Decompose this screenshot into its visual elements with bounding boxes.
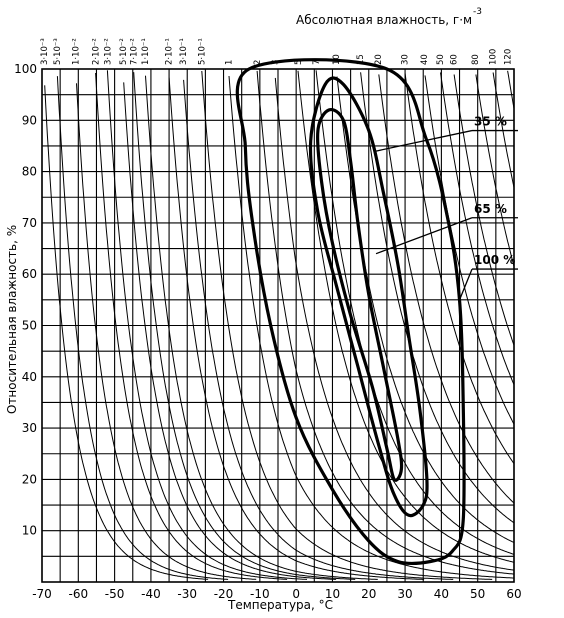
x-tick-labels: -70 -60 -50 -40 -30 -20 -10 0 10 20 30 40 50 60 — [32, 587, 521, 601]
absolute-humidity-tick-label: 7·10⁻² — [130, 38, 140, 65]
y-tick-label: 30 — [22, 421, 37, 435]
x-axis-label: Температура, °C — [227, 598, 333, 612]
x-tick-label: -50 — [105, 587, 125, 601]
absolute-humidity-tick-label: 5·10⁻¹ — [198, 38, 208, 65]
x-tick-label: -60 — [69, 587, 89, 601]
x-tick-label: 20 — [361, 587, 376, 601]
absolute-humidity-tick-label: 100 — [489, 49, 499, 65]
absolute-humidity-tick-label: 1·10⁻¹ — [141, 38, 151, 65]
absolute-humidity-tick-label: 50 — [436, 54, 446, 65]
chart-title: Абсолютная влажность, г·м — [296, 13, 472, 27]
annotation-leader — [375, 129, 473, 152]
absolute-humidity-line — [492, 72, 515, 188]
absolute-humidity-line — [123, 82, 337, 580]
absolute-humidity-tick-label: 5 — [294, 60, 304, 65]
x-tick-label: 30 — [397, 587, 412, 601]
absolute-humidity-tick-labels: 3·10⁻³ 5·10⁻³ 1·10⁻² 2·10⁻² 3·10⁻² 5·10⁻² 7·10… — [40, 38, 514, 65]
absolute-humidity-tick-label: 120 — [503, 49, 513, 65]
x-tick-label: 0 — [292, 587, 300, 601]
absolute-humidity-line — [297, 70, 515, 563]
x-tick-label: -10 — [250, 587, 270, 601]
y-tick-label: 80 — [22, 165, 37, 179]
absolute-humidity-line — [133, 72, 356, 580]
absolute-humidity-tick-label: 15 — [356, 54, 366, 65]
absolute-humidity-line — [183, 79, 454, 580]
absolute-humidity-tick-label: 5·10⁻² — [119, 38, 129, 65]
absolute-humidity-tick-label: 2·10⁻¹ — [165, 38, 175, 65]
y-tick-label: 100 — [14, 62, 37, 76]
absolute-humidity-tick-label: 40 — [420, 54, 430, 65]
absolute-humidity-line — [378, 74, 515, 504]
x-tick-label: 40 — [434, 587, 449, 601]
x-tick-label: -40 — [141, 587, 161, 601]
absolute-humidity-tick-label: 10 — [332, 54, 342, 65]
x-tick-label: -20 — [214, 587, 234, 601]
absolute-humidity-tick-label: 5·10⁻³ — [53, 38, 63, 65]
absolute-humidity-tick-label: 3·10⁻³ — [40, 38, 50, 65]
absolute-humidity-tick-label: 20 — [374, 54, 384, 65]
series-contour — [235, 58, 466, 566]
absolute-humidity-tick-label: 80 — [471, 54, 481, 65]
absolute-humidity-line — [315, 70, 515, 555]
chart-title-superscript: -3 — [473, 7, 482, 17]
annotation-label: 65 % — [474, 202, 507, 216]
absolute-humidity-line — [256, 70, 515, 575]
series-annotations: 35 % 65 % 100 % — [375, 115, 518, 301]
absolute-humidity-line — [145, 75, 378, 580]
annotation-label: 35 % — [474, 115, 507, 129]
y-tick-label: 70 — [22, 216, 37, 230]
absolute-humidity-tick-label: 3·10⁻² — [103, 38, 113, 65]
absolute-humidity-line — [44, 85, 209, 580]
absolute-humidity-lines — [44, 70, 515, 580]
absolute-humidity-line — [168, 77, 425, 580]
absolute-humidity-line — [95, 72, 288, 580]
grid — [41, 69, 515, 582]
y-tick-label: 10 — [22, 524, 37, 538]
absolute-humidity-tick-label: 3 — [271, 60, 281, 65]
y-tick-labels: 10 20 30 40 50 60 70 80 90 100 — [14, 62, 37, 538]
absolute-humidity-line — [424, 75, 515, 425]
absolute-humidity-line — [201, 70, 493, 580]
absolute-humidity-tick-label: 1·10⁻² — [72, 38, 82, 65]
absolute-humidity-tick-label: 30 — [401, 54, 411, 65]
y-axis-label: Относительная влажность, % — [5, 225, 19, 414]
absolute-humidity-tick-label: 7 — [312, 60, 322, 65]
absolute-humidity-line — [56, 76, 229, 580]
absolute-humidity-line — [507, 70, 515, 109]
series-contours — [235, 58, 466, 566]
absolute-humidity-line — [106, 70, 307, 580]
x-tick-label: 60 — [506, 587, 521, 601]
annotation-label: 100 % — [474, 253, 515, 267]
absolute-humidity-line — [76, 83, 257, 580]
absolute-humidity-line — [440, 72, 515, 385]
absolute-humidity-tick-label: 60 — [449, 54, 459, 65]
y-tick-label: 50 — [22, 319, 37, 333]
x-tick-label: 10 — [325, 587, 340, 601]
y-tick-label: 90 — [22, 113, 37, 127]
absolute-humidity-tick-label: 2·10⁻² — [91, 38, 101, 65]
annotation-leader — [375, 217, 473, 255]
y-tick-label: 60 — [22, 267, 37, 281]
absolute-humidity-tick-label: 2 — [253, 60, 263, 65]
series-contour — [308, 76, 429, 518]
absolute-humidity-line — [360, 72, 515, 524]
absolute-humidity-line — [475, 74, 515, 267]
absolute-humidity-line — [274, 77, 515, 571]
plot-frame — [41, 68, 515, 583]
x-tick-label: 50 — [470, 587, 485, 601]
absolute-humidity-tick-label: 3·10⁻¹ — [179, 38, 189, 65]
y-tick-label: 20 — [22, 472, 37, 486]
absolute-humidity-line — [228, 75, 515, 579]
absolute-humidity-tick-label: 1 — [224, 60, 234, 65]
x-tick-label: -30 — [177, 587, 197, 601]
absolute-humidity-line — [453, 74, 515, 346]
series-contour — [316, 108, 404, 482]
plot-border — [41, 68, 515, 583]
x-tick-label: -70 — [32, 587, 52, 601]
absolute-humidity-line — [404, 73, 515, 464]
y-tick-label: 40 — [22, 370, 37, 384]
annotation-leader — [458, 268, 473, 301]
